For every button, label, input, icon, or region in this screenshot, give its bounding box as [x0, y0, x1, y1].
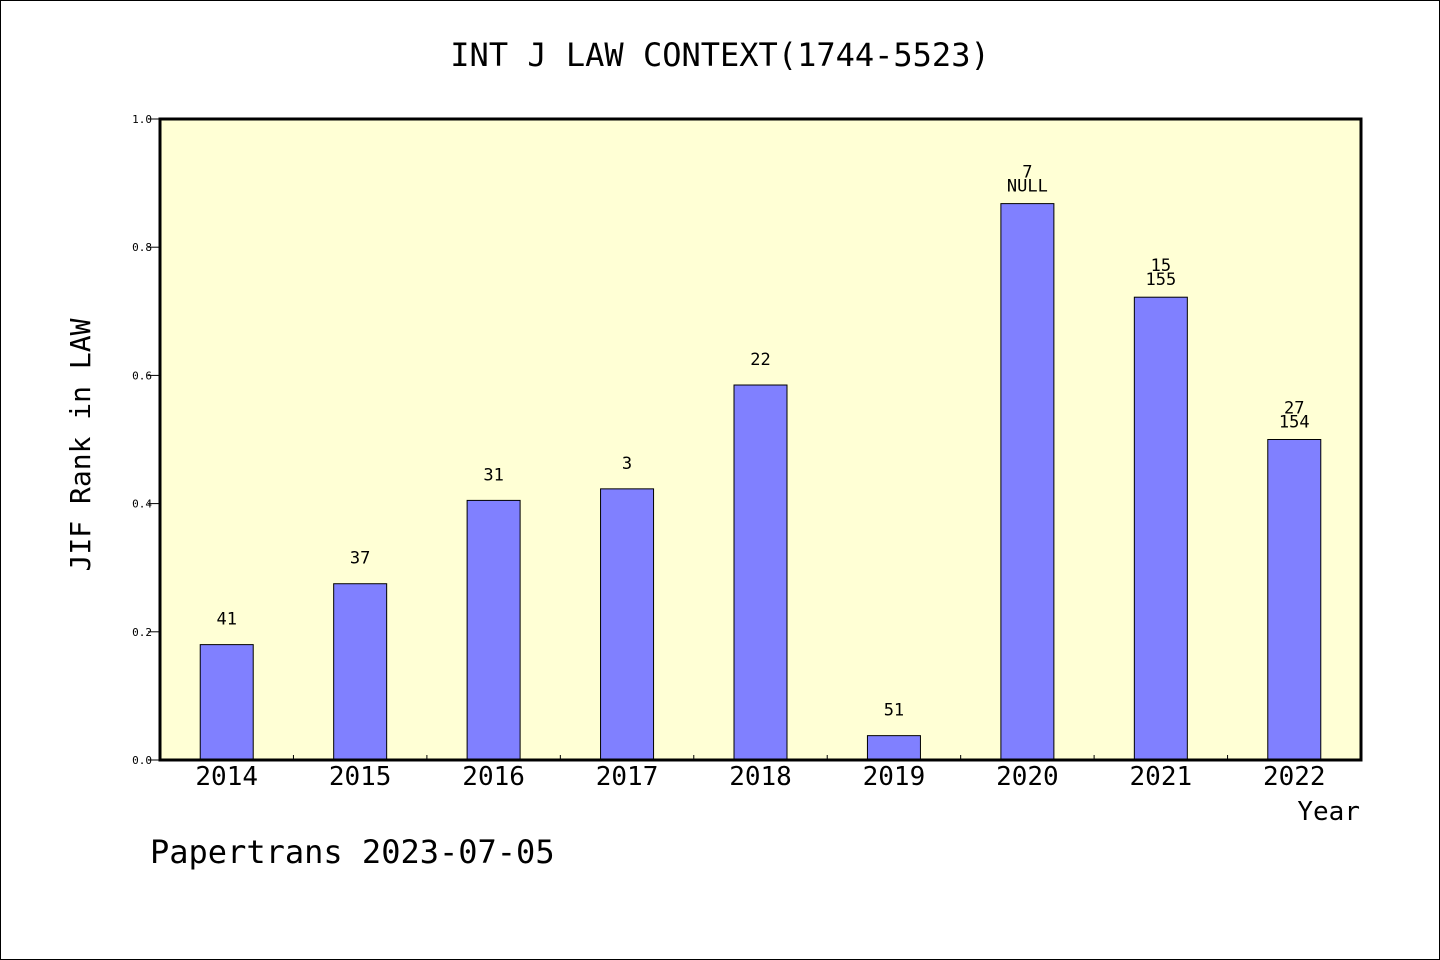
data-label-2015-0: 37: [350, 549, 370, 569]
data-label-2021-0: 15: [1151, 256, 1171, 276]
bar-2015: [333, 583, 388, 761]
y-tick-label-1: 0.2: [132, 626, 152, 639]
data-label-2019-0: 51: [884, 701, 904, 721]
y-axis: 0.0 0.2 0.4 0.6 0.8 1.0: [132, 113, 160, 767]
data-label-2018-0: 22: [750, 350, 770, 370]
y-tick-label-2: 0.4: [132, 498, 152, 511]
x-tick-label-2022: 2022: [1263, 762, 1326, 792]
bar-2022: [1267, 439, 1322, 761]
x-tick-label-2014: 2014: [195, 762, 258, 792]
data-label-2017-0: 3: [622, 454, 632, 474]
data-label-2016-0: 31: [483, 465, 503, 485]
x-tick-label-2015: 2015: [329, 762, 392, 792]
data-label-2020-1: NULL: [1007, 177, 1048, 197]
x-axis: 2014 2015 2016 2017 2018 2019 2020 2021 2022: [195, 755, 1326, 792]
data-label-2021-1: 155: [1145, 270, 1176, 290]
data-label-2022-0: 27: [1284, 399, 1304, 419]
y-tick-label-4: 0.8: [132, 241, 152, 254]
x-tick-label-2017: 2017: [596, 762, 659, 792]
x-tick-label-2018: 2018: [729, 762, 792, 792]
data-label-2020-0: 7: [1022, 163, 1032, 183]
y-axis-label: JIF Rank in LAW: [64, 318, 97, 571]
x-axis-label: Year: [1297, 797, 1360, 827]
data-label-2014-0: 41: [216, 610, 236, 630]
bars-group: [199, 203, 1322, 761]
footer-text: Papertrans 2023-07-05: [150, 833, 555, 871]
chart-title: INT J LAW CONTEXT(1744-5523): [450, 36, 989, 74]
bar-2016: [466, 499, 521, 761]
y-tick-label-3: 0.6: [132, 369, 152, 382]
x-tick-label-2016: 2016: [462, 762, 525, 792]
bar-2018: [733, 384, 788, 761]
bar-2021: [1133, 296, 1188, 761]
x-tick-label-2019: 2019: [863, 762, 926, 792]
data-label-2022-1: 154: [1279, 413, 1310, 433]
x-tick-label-2020: 2020: [996, 762, 1059, 792]
bar-2014: [199, 644, 254, 761]
bar-2019: [866, 735, 921, 761]
bar-2020: [1000, 203, 1055, 761]
plot-border: [158, 117, 1363, 762]
y-tick-label-5: 1.0: [132, 113, 152, 126]
bar-2017: [600, 488, 655, 761]
y-tick-label-0: 0.0: [132, 754, 152, 767]
x-tick-label-2021: 2021: [1130, 762, 1193, 792]
